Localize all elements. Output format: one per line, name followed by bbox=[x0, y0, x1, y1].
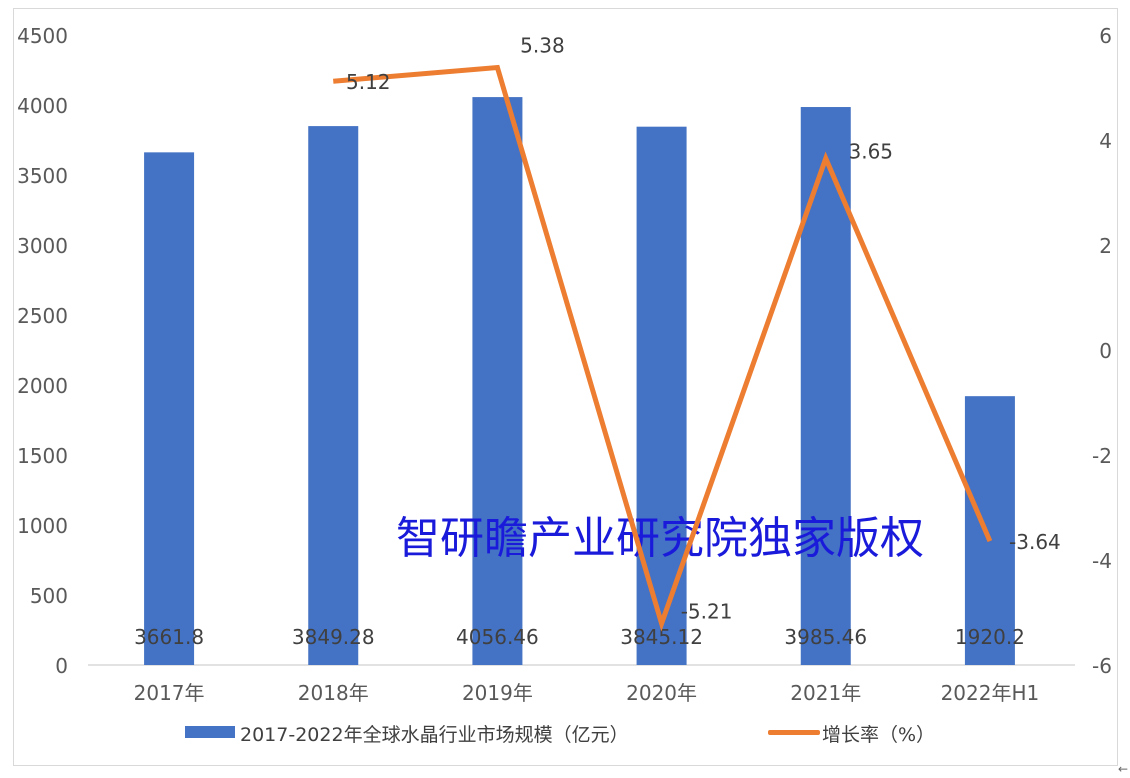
bar bbox=[472, 97, 523, 666]
left-axis-tick: 500 bbox=[30, 584, 68, 608]
bar-value-label: 4056.46 bbox=[456, 625, 539, 649]
x-axis-tick: 2019年 bbox=[462, 681, 533, 705]
legend-line-swatch bbox=[768, 730, 820, 735]
right-axis-tick: 4 bbox=[1099, 129, 1112, 153]
legend-bar-label: 2017-2022年全球水晶行业市场规模（亿元） bbox=[240, 724, 629, 746]
watermark-text: 智研瞻产业研究院独家版权 bbox=[396, 513, 924, 564]
bar bbox=[144, 152, 195, 665]
left-axis-tick: 2000 bbox=[17, 374, 68, 398]
left-axis-tick: 4500 bbox=[17, 24, 68, 48]
right-axis-tick: -2 bbox=[1092, 444, 1112, 468]
left-axis: 0 500 1000 1500 2000 2500 3000 3500 4000 4500 bbox=[17, 24, 68, 678]
line-value-label: 5.38 bbox=[520, 34, 565, 58]
x-axis-tick: 2020年 bbox=[626, 681, 697, 705]
bar-value-label: 3849.28 bbox=[292, 625, 375, 649]
right-axis-tick: -4 bbox=[1092, 549, 1112, 573]
left-axis-tick: 3000 bbox=[17, 234, 68, 258]
bar-value-label: 3661.8 bbox=[134, 625, 204, 649]
left-axis-tick: 3500 bbox=[17, 164, 68, 188]
bar bbox=[964, 396, 1015, 665]
left-axis-tick: 0 bbox=[55, 654, 68, 678]
line-value-label: -3.64 bbox=[1009, 530, 1061, 554]
legend-line-label: 增长率（%） bbox=[822, 724, 935, 746]
right-axis: -6 -4 -2 0 2 4 6 bbox=[1092, 24, 1112, 678]
bar bbox=[636, 126, 687, 665]
line-value-label: 3.65 bbox=[848, 139, 893, 163]
corner-arrow-icon: ← bbox=[1117, 762, 1128, 776]
left-axis-tick: 1500 bbox=[17, 444, 68, 468]
x-axis-tick: 2017年 bbox=[134, 681, 205, 705]
left-axis-tick: 2500 bbox=[17, 304, 68, 328]
right-axis-tick: 6 bbox=[1099, 24, 1112, 48]
legend: 2017-2022年全球水晶行业市场规模（亿元） 增长率（%） bbox=[185, 724, 935, 746]
left-axis-tick: 4000 bbox=[17, 94, 68, 118]
x-axis-tick: 2018年 bbox=[298, 681, 369, 705]
bar-value-label: 1920.2 bbox=[955, 625, 1025, 649]
x-axis-tick: 2021年 bbox=[790, 681, 861, 705]
bar-series bbox=[144, 97, 1015, 666]
legend-bar-swatch bbox=[185, 726, 235, 738]
line-data-labels: 5.12 5.38 -5.21 3.65 -3.64 bbox=[346, 34, 1061, 624]
x-axis-labels: 2017年 2018年 2019年 2020年 2021年 2022年H1 bbox=[134, 681, 1040, 705]
left-axis-tick: 1000 bbox=[17, 514, 68, 538]
chart-frame bbox=[13, 8, 1118, 766]
bar-value-label: 3985.46 bbox=[784, 625, 867, 649]
right-axis-tick: 0 bbox=[1099, 339, 1112, 363]
line-value-label: 5.12 bbox=[346, 70, 391, 94]
growth-rate-line bbox=[333, 64, 993, 632]
right-axis-tick: -6 bbox=[1092, 654, 1112, 678]
bar-data-labels: 3661.8 3849.28 4056.46 3845.12 3985.46 1920.2 bbox=[134, 625, 1025, 649]
right-axis-tick: 2 bbox=[1099, 234, 1112, 258]
line-value-label: -5.21 bbox=[681, 600, 733, 624]
bar bbox=[308, 126, 359, 665]
bar bbox=[800, 107, 851, 666]
x-axis-tick: 2022年H1 bbox=[941, 681, 1040, 705]
